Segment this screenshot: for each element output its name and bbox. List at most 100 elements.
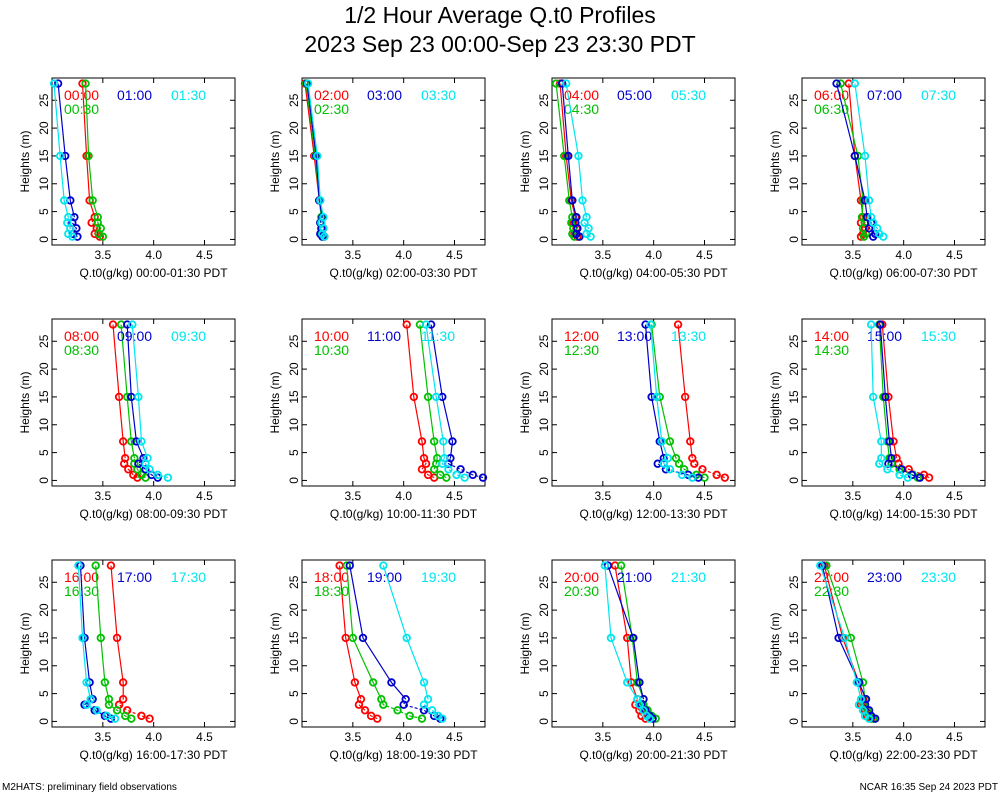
data-point <box>429 437 439 446</box>
y-tick-label: 20 <box>787 121 801 135</box>
legend-entry: 04:00 <box>564 87 599 103</box>
profile-panel: 3.5 4.0 4.5 0 5 10 15 20 25 Q.t0(g/kg) 04:00-05:3… <box>518 77 736 280</box>
data-point <box>887 453 896 463</box>
data-point <box>120 453 130 463</box>
x-axis-label: Q.t0(g/kg) 08:00-09:30 PDT <box>79 507 228 521</box>
series-line-lower <box>870 216 884 238</box>
data-point <box>82 700 91 709</box>
series-line-upper <box>821 565 867 700</box>
data-point <box>426 320 436 329</box>
x-tick-label: 3.5 <box>844 248 861 262</box>
data-point <box>868 392 878 402</box>
x-axis-label: Q.t0(g/kg) 18:00-19:30 PDT <box>329 748 478 762</box>
plot-frame <box>551 559 736 728</box>
plot-frame <box>551 77 736 246</box>
data-point <box>850 79 860 88</box>
plot-frame <box>51 77 236 246</box>
data-point <box>366 711 376 721</box>
data-point <box>419 678 429 687</box>
data-point <box>348 633 358 643</box>
data-point <box>358 633 368 643</box>
profile-panel: 3.5 4.0 4.5 0 5 10 15 20 25 Q.t0(g/kg) 14:00-15:3… <box>768 318 986 521</box>
data-point <box>141 465 150 474</box>
data-point <box>104 694 114 704</box>
legend-entry: 22:30 <box>814 583 849 599</box>
legend-entry: 15:30 <box>921 328 956 344</box>
x-axis-label: Q.t0(g/kg) 00:00-01:30 PDT <box>79 266 228 280</box>
legend-entry: 12:00 <box>564 328 599 344</box>
data-point <box>647 392 656 402</box>
y-tick-label: 25 <box>287 93 301 107</box>
data-point <box>145 714 154 723</box>
data-point <box>641 320 650 329</box>
x-tick-label: 4.5 <box>696 248 713 262</box>
data-point <box>303 79 313 88</box>
y-tick-label: 20 <box>37 121 51 135</box>
chart-title-line1: 1/2 Hour Average Q.t0 Profiles <box>344 2 656 28</box>
data-point <box>840 633 849 643</box>
data-point <box>468 470 477 480</box>
data-point <box>606 633 616 643</box>
data-point <box>616 561 626 570</box>
profile-panel: 3.5 4.0 4.5 0 5 10 15 20 25 Q.t0(g/kg) 22:00-23:3… <box>768 559 986 762</box>
y-axis-label: Heights (m) <box>768 371 782 433</box>
data-point <box>856 694 866 704</box>
y-tick-label: 5 <box>787 449 801 456</box>
y-axis-label: Heights (m) <box>18 371 32 433</box>
data-point <box>436 470 445 480</box>
y-tick-label: 25 <box>537 575 551 589</box>
data-point <box>671 453 681 463</box>
data-point <box>895 470 904 480</box>
data-point <box>163 473 173 482</box>
data-point <box>574 151 583 161</box>
x-tick-label: 3.5 <box>844 489 861 503</box>
data-point <box>877 437 886 446</box>
data-point <box>130 459 139 468</box>
data-point <box>864 196 874 205</box>
series-line-upper <box>430 324 454 459</box>
data-point <box>78 79 87 88</box>
y-tick-label: 0 <box>37 477 51 484</box>
data-point <box>645 711 654 721</box>
x-tick-label: 3.5 <box>94 248 111 262</box>
data-point <box>53 79 63 88</box>
data-point <box>124 465 133 474</box>
y-axis-label: Heights (m) <box>768 612 782 674</box>
data-point <box>419 453 429 463</box>
series-line-upper <box>650 324 669 459</box>
x-tick-label: 3.5 <box>344 730 361 744</box>
y-tick-label: 25 <box>787 575 801 589</box>
data-point <box>876 320 885 329</box>
y-tick-label: 15 <box>287 631 301 645</box>
x-axis-label: Q.t0(g/kg) 16:00-17:30 PDT <box>79 748 228 762</box>
series-line-upper <box>126 324 145 459</box>
y-tick-label: 5 <box>537 690 551 697</box>
data-point <box>419 700 429 709</box>
data-point <box>836 79 845 88</box>
data-point <box>319 212 328 222</box>
series-line-upper <box>79 565 94 700</box>
series-line-upper <box>836 83 868 218</box>
series-line-upper <box>349 565 407 700</box>
x-tick-label: 3.5 <box>344 489 361 503</box>
y-axis-label: Heights (m) <box>268 612 282 674</box>
legend-entry: 02:00 <box>314 87 349 103</box>
series-line-upper <box>819 565 862 700</box>
x-axis-label: Q.t0(g/kg) 04:00-05:30 PDT <box>579 266 728 280</box>
y-tick-label: 15 <box>287 149 301 163</box>
series-line-upper <box>77 565 92 700</box>
data-point <box>866 212 876 222</box>
y-tick-label: 10 <box>537 177 551 191</box>
series-line-upper <box>620 565 645 700</box>
data-point <box>360 706 370 715</box>
data-point <box>127 437 136 446</box>
data-point <box>417 714 427 723</box>
y-tick-label: 0 <box>37 236 51 243</box>
data-point <box>582 212 591 222</box>
data-point <box>345 561 354 570</box>
y-tick-label: 5 <box>37 208 51 215</box>
y-tick-label: 10 <box>287 177 301 191</box>
y-tick-label: 25 <box>787 93 801 107</box>
legend-entry: 19:30 <box>421 569 456 585</box>
legend-entry: 05:00 <box>617 87 652 103</box>
